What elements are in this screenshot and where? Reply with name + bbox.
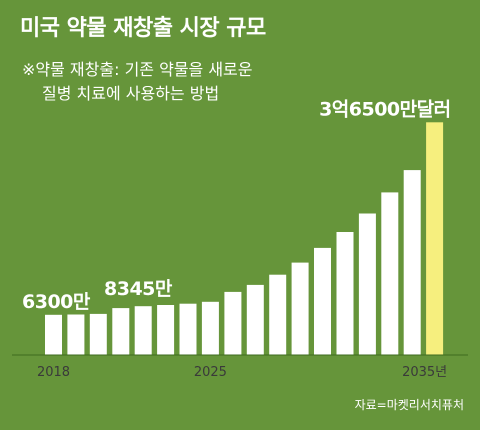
data-label-2018: 6300만 [22, 291, 91, 313]
source-credit: 자료=마켓리서치퓨처 [354, 398, 464, 412]
definition-note-line-2: 질병 치료에 사용하는 방법 [42, 84, 220, 103]
bar-2023 [157, 305, 175, 355]
data-label-2025: 8345만 [104, 278, 173, 300]
bar-2018 [45, 314, 62, 355]
bar-2020 [89, 313, 107, 355]
bar-2021 [112, 308, 130, 355]
bar-2022 [134, 306, 152, 355]
bar-2019 [67, 314, 85, 355]
bar-2027 [246, 284, 264, 355]
bar-2034 [403, 170, 421, 355]
bar-2030 [314, 247, 331, 355]
x-tick-label-2035: 2035년 [402, 365, 447, 380]
bar-2028 [269, 274, 287, 355]
x-tick-label-2018: 2018 [37, 365, 70, 380]
bar-2032 [358, 213, 376, 355]
x-tick-label-2025: 2025 [194, 365, 227, 380]
bar-2024 [179, 303, 197, 355]
bar-highlight-2035 [426, 122, 444, 355]
definition-note-line-1: ※약물 재창출: 기존 약물을 새로운 [22, 60, 253, 79]
data-label-2035: 3억6500만달러 [319, 98, 451, 120]
chart-title: 미국 약물 재창출 시장 규모 [20, 16, 266, 41]
bar-2031 [336, 232, 354, 355]
bar-2026 [224, 291, 242, 355]
bar-2029 [291, 262, 309, 355]
definition-note: ※약물 재창출: 기존 약물을 새로운 질병 치료에 사용하는 방법 [22, 58, 253, 106]
bar-2025 [201, 301, 219, 355]
bar-2033 [381, 192, 399, 355]
